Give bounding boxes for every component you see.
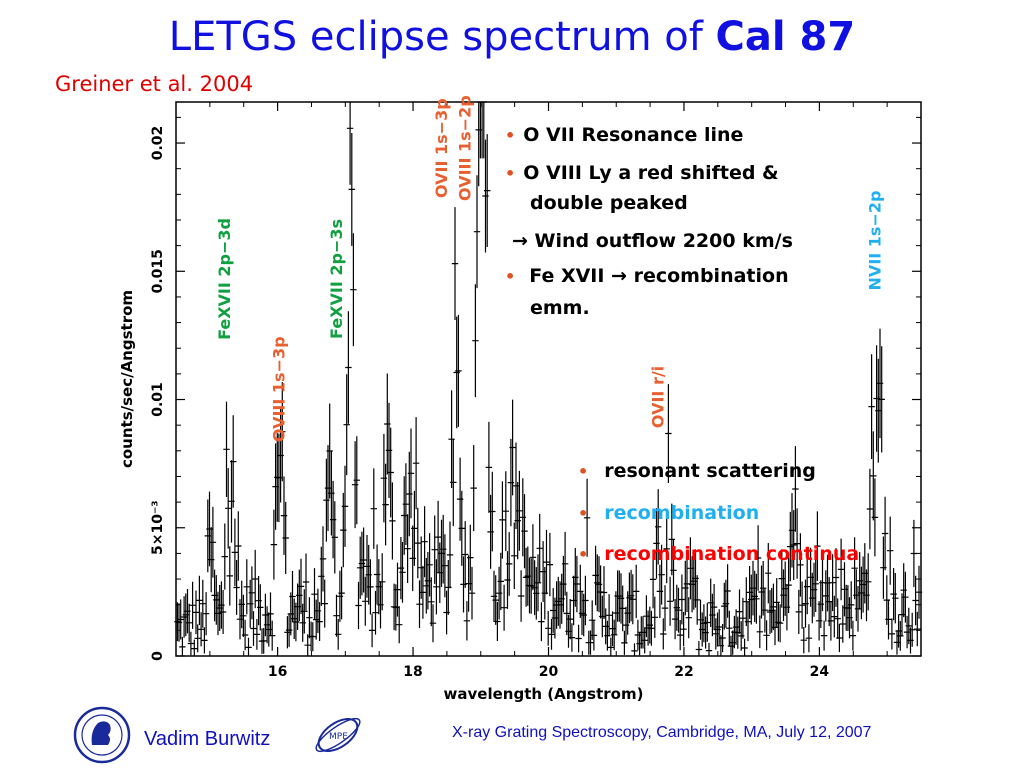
bullet-recombination-continua: • recombination continua (578, 543, 859, 565)
line-label: OVII 1s−3p (432, 98, 451, 198)
bullet-dot-icon: • (578, 545, 589, 564)
line-label: OVIII 1s−3p (269, 336, 288, 442)
bullet-dot-icon: • (505, 126, 516, 145)
x-tick-label: 22 (674, 664, 693, 680)
bullet-ovii-resonance: • O VII Resonance line (505, 124, 743, 146)
x-axis-label: wavelength (Angstrom) (444, 685, 644, 703)
bullet-text: resonant scattering (604, 460, 816, 482)
x-tick-label: 18 (403, 664, 422, 680)
line-label: NVII 1s−2p (865, 191, 884, 291)
line-label: OVII r/i (649, 366, 668, 428)
y-tick-label: 0 (150, 651, 166, 661)
bullet-fe-xvii: • Fe XVII → recombination (505, 265, 789, 287)
bullet-resonant-scattering: • resonant scattering (578, 460, 816, 482)
footer-conference: X-ray Grating Spectroscopy, Cambridge, M… (452, 724, 872, 741)
title-bold: Cal 87 (715, 14, 856, 60)
title-main: LETGS eclipse spectrum of (168, 14, 716, 60)
bullet-continuation: emm. (530, 297, 590, 319)
bullet-continuation: double peaked (530, 192, 688, 214)
y-tick-label: 0.01 (150, 382, 166, 417)
y-tick-label: 5×10⁻³ (150, 501, 166, 555)
bullet-text: recombination continua (604, 543, 860, 565)
mpe-logo-text: MPE (329, 732, 348, 742)
footer-author: Vadim Burwitz (144, 728, 271, 750)
bullet-dot-icon: • (578, 504, 589, 523)
mpg-logo-icon (73, 706, 131, 764)
bullet-recombination: • recombination (578, 502, 759, 524)
page-title: LETGS eclipse spectrum of Cal 87 (0, 14, 1024, 60)
y-tick-label: 0.02 (150, 126, 166, 161)
subtitle-citation: Greiner et al. 2004 (55, 72, 254, 96)
x-tick-label: 16 (268, 664, 287, 680)
bullet-text: recombination (604, 502, 760, 524)
x-tick-label: 24 (810, 664, 830, 680)
bullet-dot-icon: • (578, 462, 589, 481)
x-tick-label: 20 (539, 664, 559, 680)
bullet-wind-outflow: → Wind outflow 2200 km/s (512, 230, 793, 252)
line-label: FeXVII 2p−3d (215, 218, 234, 340)
spectrum-trace (174, 101, 923, 656)
line-label: OVIII 1s−2p (456, 95, 475, 201)
line-label: FeXVII 2p−3s (327, 219, 346, 339)
bullet-dot-icon: • (505, 164, 516, 183)
y-tick-label: 0.015 (150, 249, 166, 293)
bullet-text: O VIII Ly a red shifted & (523, 162, 779, 184)
bullet-dot-icon: • (505, 267, 516, 286)
bullet-text: Fe XVII → recombination (529, 265, 789, 287)
bullet-oviii-ly: • O VIII Ly a red shifted & (505, 162, 779, 184)
mpe-logo-icon: MPE (315, 717, 361, 753)
y-axis-label: counts/sec/Angstrom (118, 290, 136, 468)
plot-layer: 16 18 20 22 24 0 5×10⁻³ 0.01 0.015 0.02 wavelength… (118, 95, 923, 703)
bullet-text: O VII Resonance line (523, 124, 744, 146)
